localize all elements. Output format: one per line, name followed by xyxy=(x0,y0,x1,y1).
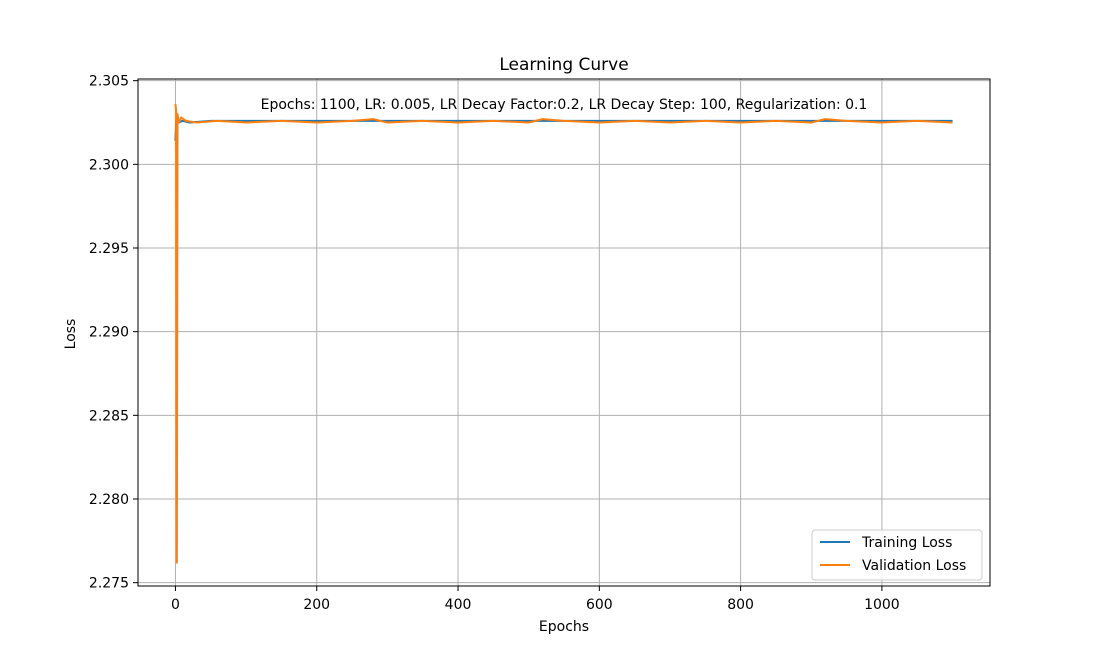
y-axis-label: Loss xyxy=(63,319,79,350)
legend-box xyxy=(811,529,983,581)
legend-label-training: Training Loss xyxy=(861,535,952,551)
x-axis-label: Epochs xyxy=(539,619,589,635)
lines-layer xyxy=(174,103,953,564)
chart-title: Learning Curve xyxy=(499,55,628,75)
x-tick-label: 1000 xyxy=(864,597,900,613)
y-tick-label: 2.290 xyxy=(89,325,129,341)
y-tick-label: 2.300 xyxy=(89,157,129,173)
y-tick-label: 2.275 xyxy=(89,576,129,592)
y-tick-label: 2.305 xyxy=(89,74,129,90)
grid-layer xyxy=(138,79,990,586)
x-tick-label: 0 xyxy=(171,597,180,613)
x-tick-label: 600 xyxy=(586,597,613,613)
chart-annotation: Epochs: 1100, LR: 0.005, LR Decay Factor… xyxy=(261,97,868,113)
x-tick-label: 800 xyxy=(727,597,754,613)
ticks-layer: 0 200 400 600 800 1000 2.275 2.280 2.285 2.290 2.2… xyxy=(89,74,900,613)
y-tick-label: 2.295 xyxy=(89,241,129,257)
plot-frame xyxy=(137,78,991,587)
x-tick-label: 200 xyxy=(303,597,330,613)
y-tick-label: 2.285 xyxy=(89,408,129,424)
legend-label-validation: Validation Loss xyxy=(862,558,966,574)
x-tick-label: 400 xyxy=(445,597,472,613)
legend: Training Loss Validation Loss xyxy=(811,529,983,581)
series-line-validation-loss xyxy=(174,103,953,564)
y-tick-label: 2.280 xyxy=(89,492,129,508)
